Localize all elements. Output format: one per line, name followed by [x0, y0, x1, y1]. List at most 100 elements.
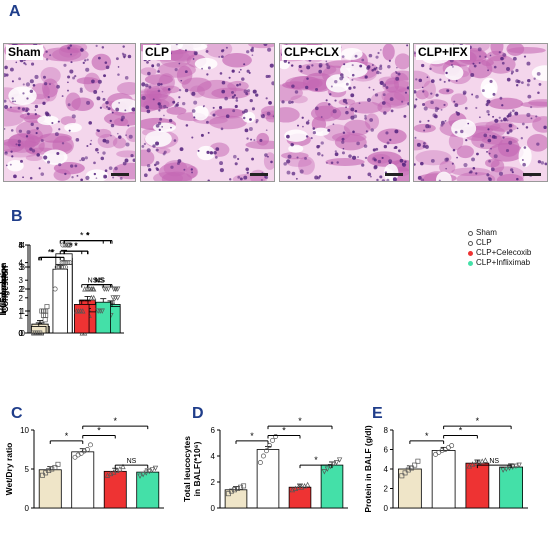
significance-label: * — [74, 241, 78, 251]
legend-label: CLP+Celecoxib — [476, 248, 532, 257]
y-axis-label: Wet/Dry ratio — [4, 443, 14, 496]
data-point — [270, 437, 276, 443]
data-point — [228, 488, 234, 494]
bar — [320, 464, 344, 509]
chart-svg: 0 2 4 6 8 Protein in BALF (g/dl) * * * NS — [363, 416, 528, 513]
data-point — [336, 457, 343, 463]
data-point — [439, 448, 445, 453]
y-tick-label: 3 — [19, 263, 24, 272]
data-point — [225, 491, 231, 497]
y-axis-label: Inflammation — [0, 263, 8, 316]
data-point — [260, 453, 266, 459]
data-point — [115, 286, 121, 292]
bar — [465, 462, 490, 509]
bar — [103, 470, 127, 509]
y-tick-label: 0 — [211, 504, 216, 513]
y-tick-label: 5 — [19, 241, 24, 250]
y-tick-label: 4 — [21, 241, 26, 250]
y-tick-label: 0 — [25, 504, 30, 513]
data-point — [41, 308, 47, 314]
legend-label: CLP+Infliximab — [476, 258, 531, 267]
data-point — [46, 468, 52, 474]
bar — [71, 451, 95, 509]
y-tick-label: 2 — [384, 485, 389, 494]
chart-hemorrhage: 0 1 2 3 4 Hemorrhage * * * NS — [0, 222, 497, 342]
y-axis-label: Total leucocytes — [182, 436, 192, 502]
data-point — [324, 466, 331, 472]
data-point — [99, 308, 105, 314]
data-point — [503, 466, 509, 472]
bar — [52, 268, 68, 334]
bar — [431, 450, 456, 509]
data-point — [91, 286, 97, 292]
y-tick-label: 6 — [211, 426, 216, 435]
data-point — [479, 458, 485, 464]
data-point — [473, 460, 479, 466]
data-point — [402, 470, 408, 476]
legend-item-sham: Sham — [468, 228, 531, 238]
data-point — [235, 486, 240, 491]
data-point — [137, 473, 143, 479]
data-point — [333, 460, 340, 466]
y-tick-label: 3 — [21, 263, 26, 272]
y-axis-label: Protein in BALF (g/dl) — [363, 425, 373, 513]
y-tick-label: 1 — [21, 307, 26, 316]
data-point — [152, 465, 159, 472]
chart-inflammation: 0 1 2 3 4 5 Inflammation * * * NS — [0, 222, 383, 342]
chart-svg: 0 5 10 Wet/Dry ratio * * * NS — [4, 416, 164, 513]
significance-label: * — [476, 416, 480, 426]
panel-letter-b: B — [11, 208, 23, 225]
data-point — [506, 465, 513, 471]
y-tick-label: 4 — [19, 259, 24, 268]
data-point — [42, 317, 48, 323]
significance-label: * — [298, 416, 302, 426]
data-point — [67, 242, 73, 248]
data-point — [241, 483, 247, 489]
data-point — [516, 462, 522, 468]
data-point — [62, 242, 68, 248]
significance-label: * — [69, 241, 73, 251]
y-axis-label: in BALF(*10⁶) — [192, 441, 202, 496]
tissue-image — [414, 44, 547, 181]
data-point — [60, 242, 66, 248]
data-point — [62, 264, 68, 270]
bar — [499, 466, 523, 509]
micrograph-clp: CLP — [140, 43, 275, 182]
y-axis-label: Edema — [0, 275, 8, 303]
data-point — [105, 286, 112, 292]
y-tick-label: 1 — [19, 307, 24, 316]
significance-label: * — [50, 247, 54, 257]
data-point — [72, 454, 78, 460]
y-tick-label: 0 — [19, 329, 24, 338]
y-tick-label: 5 — [25, 465, 30, 474]
data-point — [295, 484, 302, 490]
data-point — [500, 467, 506, 473]
tissue-image — [280, 44, 409, 181]
significance-label: NS — [95, 278, 105, 285]
data-point — [44, 304, 50, 310]
panel-letter-d: D — [192, 405, 204, 422]
bar — [256, 449, 280, 509]
scale-bar — [385, 173, 403, 176]
data-point — [149, 467, 156, 473]
legend-marker — [468, 240, 473, 246]
chart-svg: 0 2 4 6 Total leucocytes in BALF(*10⁶) * * * * — [182, 416, 348, 513]
y-tick-label: 3 — [19, 276, 24, 285]
data-point — [482, 457, 489, 463]
panel-letter-a: A — [9, 3, 21, 20]
y-axis-label: Hemorrhage — [0, 264, 8, 314]
y-tick-label: 4 — [19, 241, 24, 250]
y-tick-label: 0 — [19, 329, 24, 338]
y-tick-label: 1 — [19, 307, 24, 316]
significance-label: * — [65, 431, 69, 441]
significance-label: NS — [94, 278, 104, 285]
data-point — [67, 260, 73, 266]
tissue-image — [4, 44, 135, 181]
data-point — [52, 464, 58, 470]
significance-label: * — [459, 425, 463, 435]
data-point — [449, 443, 455, 449]
data-point — [37, 330, 43, 336]
data-point — [80, 308, 86, 314]
legend-marker — [468, 230, 473, 236]
